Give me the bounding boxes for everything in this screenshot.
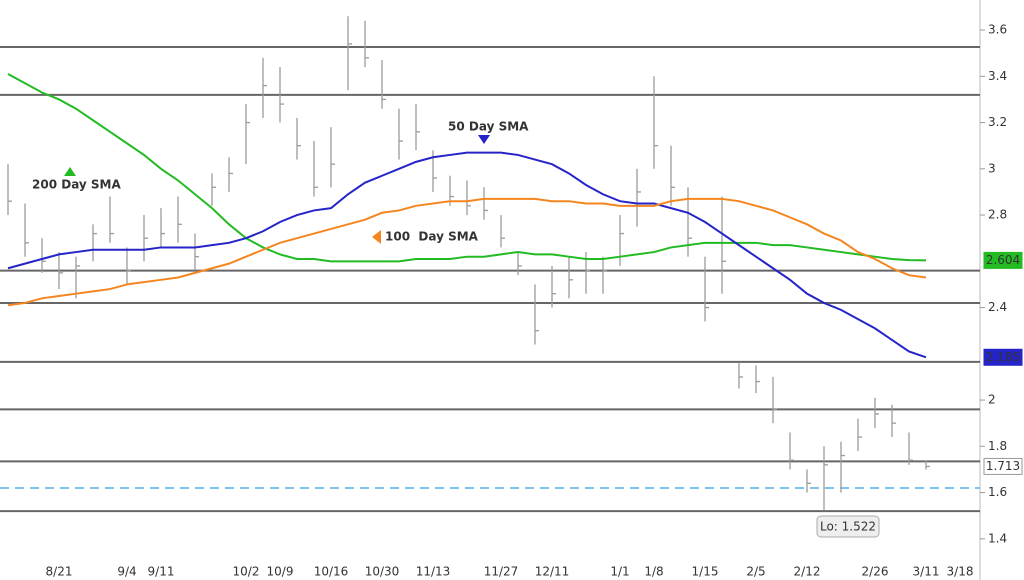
x-tick-label: 9/4 — [117, 565, 136, 579]
series-arrow — [478, 135, 490, 144]
x-tick-label: 10/30 — [365, 565, 400, 579]
sma-line — [7, 151, 927, 359]
annotation-box — [816, 515, 880, 538]
last-value-box — [983, 251, 1023, 269]
x-tick-label: 9/11 — [148, 565, 175, 579]
x-tick-label: 2/5 — [746, 565, 765, 579]
last-value-label: 2.185 — [986, 350, 1020, 364]
x-tick-label: 10/9 — [267, 565, 294, 579]
y-tick-label: 1.6 — [988, 485, 1007, 499]
x-tick-label: 11/27 — [484, 565, 519, 579]
y-tick-label: 3.2 — [988, 115, 1007, 129]
series-label: 200 Day SMA — [32, 178, 122, 192]
y-tick-label: 3 — [988, 161, 996, 175]
series-label: 100 Day SMA — [385, 230, 479, 244]
x-tick-label: 3/11 — [913, 565, 940, 579]
x-tick-label: 2/12 — [794, 565, 821, 579]
x-tick-label: 8/21 — [46, 565, 73, 579]
x-tick-label: 10/16 — [314, 565, 349, 579]
x-tick-label: 2/26 — [862, 565, 889, 579]
x-tick-label: 10/2 — [233, 565, 260, 579]
x-tick-label: 1/1 — [610, 565, 629, 579]
x-tick-label: 1/15 — [692, 565, 719, 579]
y-tick-label: 1.4 — [988, 531, 1007, 545]
last-value-box — [983, 457, 1023, 475]
series-arrow — [372, 230, 381, 244]
last-value-label: 2.604 — [986, 253, 1020, 267]
y-tick-label: 2.4 — [988, 300, 1007, 314]
last-value-label: 1.713 — [986, 459, 1020, 473]
x-tick-label: 11/13 — [416, 565, 451, 579]
x-tick-label: 3/18 — [947, 565, 974, 579]
x-tick-label: 1/8 — [644, 565, 663, 579]
y-tick-label: 3.6 — [988, 23, 1007, 37]
series-arrow — [64, 167, 76, 176]
last-value-box — [983, 348, 1023, 366]
series-label: 50 Day SMA — [448, 120, 529, 134]
y-tick-label: 1.8 — [988, 439, 1007, 453]
y-tick-label: 2.8 — [988, 208, 1007, 222]
annotation: Lo: 1.522 — [820, 520, 876, 534]
x-tick-label: 12/11 — [535, 565, 570, 579]
sma-line — [7, 73, 927, 263]
y-tick-label: 2 — [988, 393, 996, 407]
sma-line — [7, 197, 927, 307]
y-tick-label: 3.4 — [988, 69, 1007, 83]
